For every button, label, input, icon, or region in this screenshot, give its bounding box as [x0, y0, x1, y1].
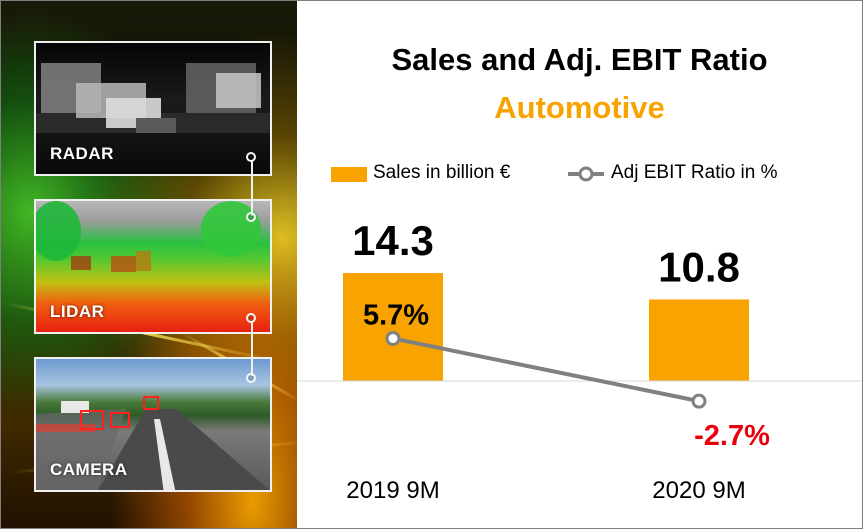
bar-value-label-1: 10.8 [658, 243, 740, 290]
legend-label-ebit: Adj EBIT Ratio in % [611, 162, 778, 183]
ebit-value-label-0: 5.7% [363, 299, 429, 331]
ebit-value-label-1: -2.7% [694, 420, 770, 452]
bar-sales-1 [649, 299, 749, 381]
connector-line [251, 321, 253, 376]
sensor-label-radar: RADAR [50, 144, 114, 163]
chart-subtitle: Automotive [494, 90, 665, 125]
bar-sales-0 [343, 273, 443, 381]
radar-image [36, 63, 270, 133]
camera-image-card: CAMERA [34, 357, 272, 492]
ebit-point-0 [385, 330, 401, 346]
x-tick-label-1: 2020 9M [652, 477, 745, 504]
legend-marker-ebit [568, 166, 604, 182]
sensor-image-panel: RADAR LIDAR CAMERA [1, 1, 297, 528]
connector-dot [246, 152, 256, 162]
connector-dot [246, 313, 256, 323]
sensor-label-lidar: LIDAR [50, 302, 105, 321]
connector-line [251, 161, 253, 216]
sensor-label-camera: CAMERA [50, 460, 128, 479]
lidar-image-card: LIDAR [34, 199, 272, 334]
connector-dot [246, 373, 256, 383]
ebit-point-1 [691, 393, 707, 409]
connector-dot [246, 212, 256, 222]
x-tick-label-0: 2019 9M [346, 477, 439, 504]
lidar-image [36, 201, 261, 272]
legend-label-sales: Sales in billion € [373, 162, 511, 183]
chart-title: Sales and Adj. EBIT Ratio [391, 42, 768, 77]
legend-swatch-sales [331, 167, 367, 182]
radar-image-card: RADAR [34, 41, 272, 176]
camera-image [36, 396, 270, 490]
ebit-line [392, 336, 700, 404]
bar-value-label-0: 14.3 [352, 217, 434, 264]
